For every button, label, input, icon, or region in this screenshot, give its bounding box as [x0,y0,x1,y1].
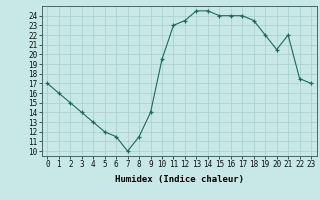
X-axis label: Humidex (Indice chaleur): Humidex (Indice chaleur) [115,175,244,184]
